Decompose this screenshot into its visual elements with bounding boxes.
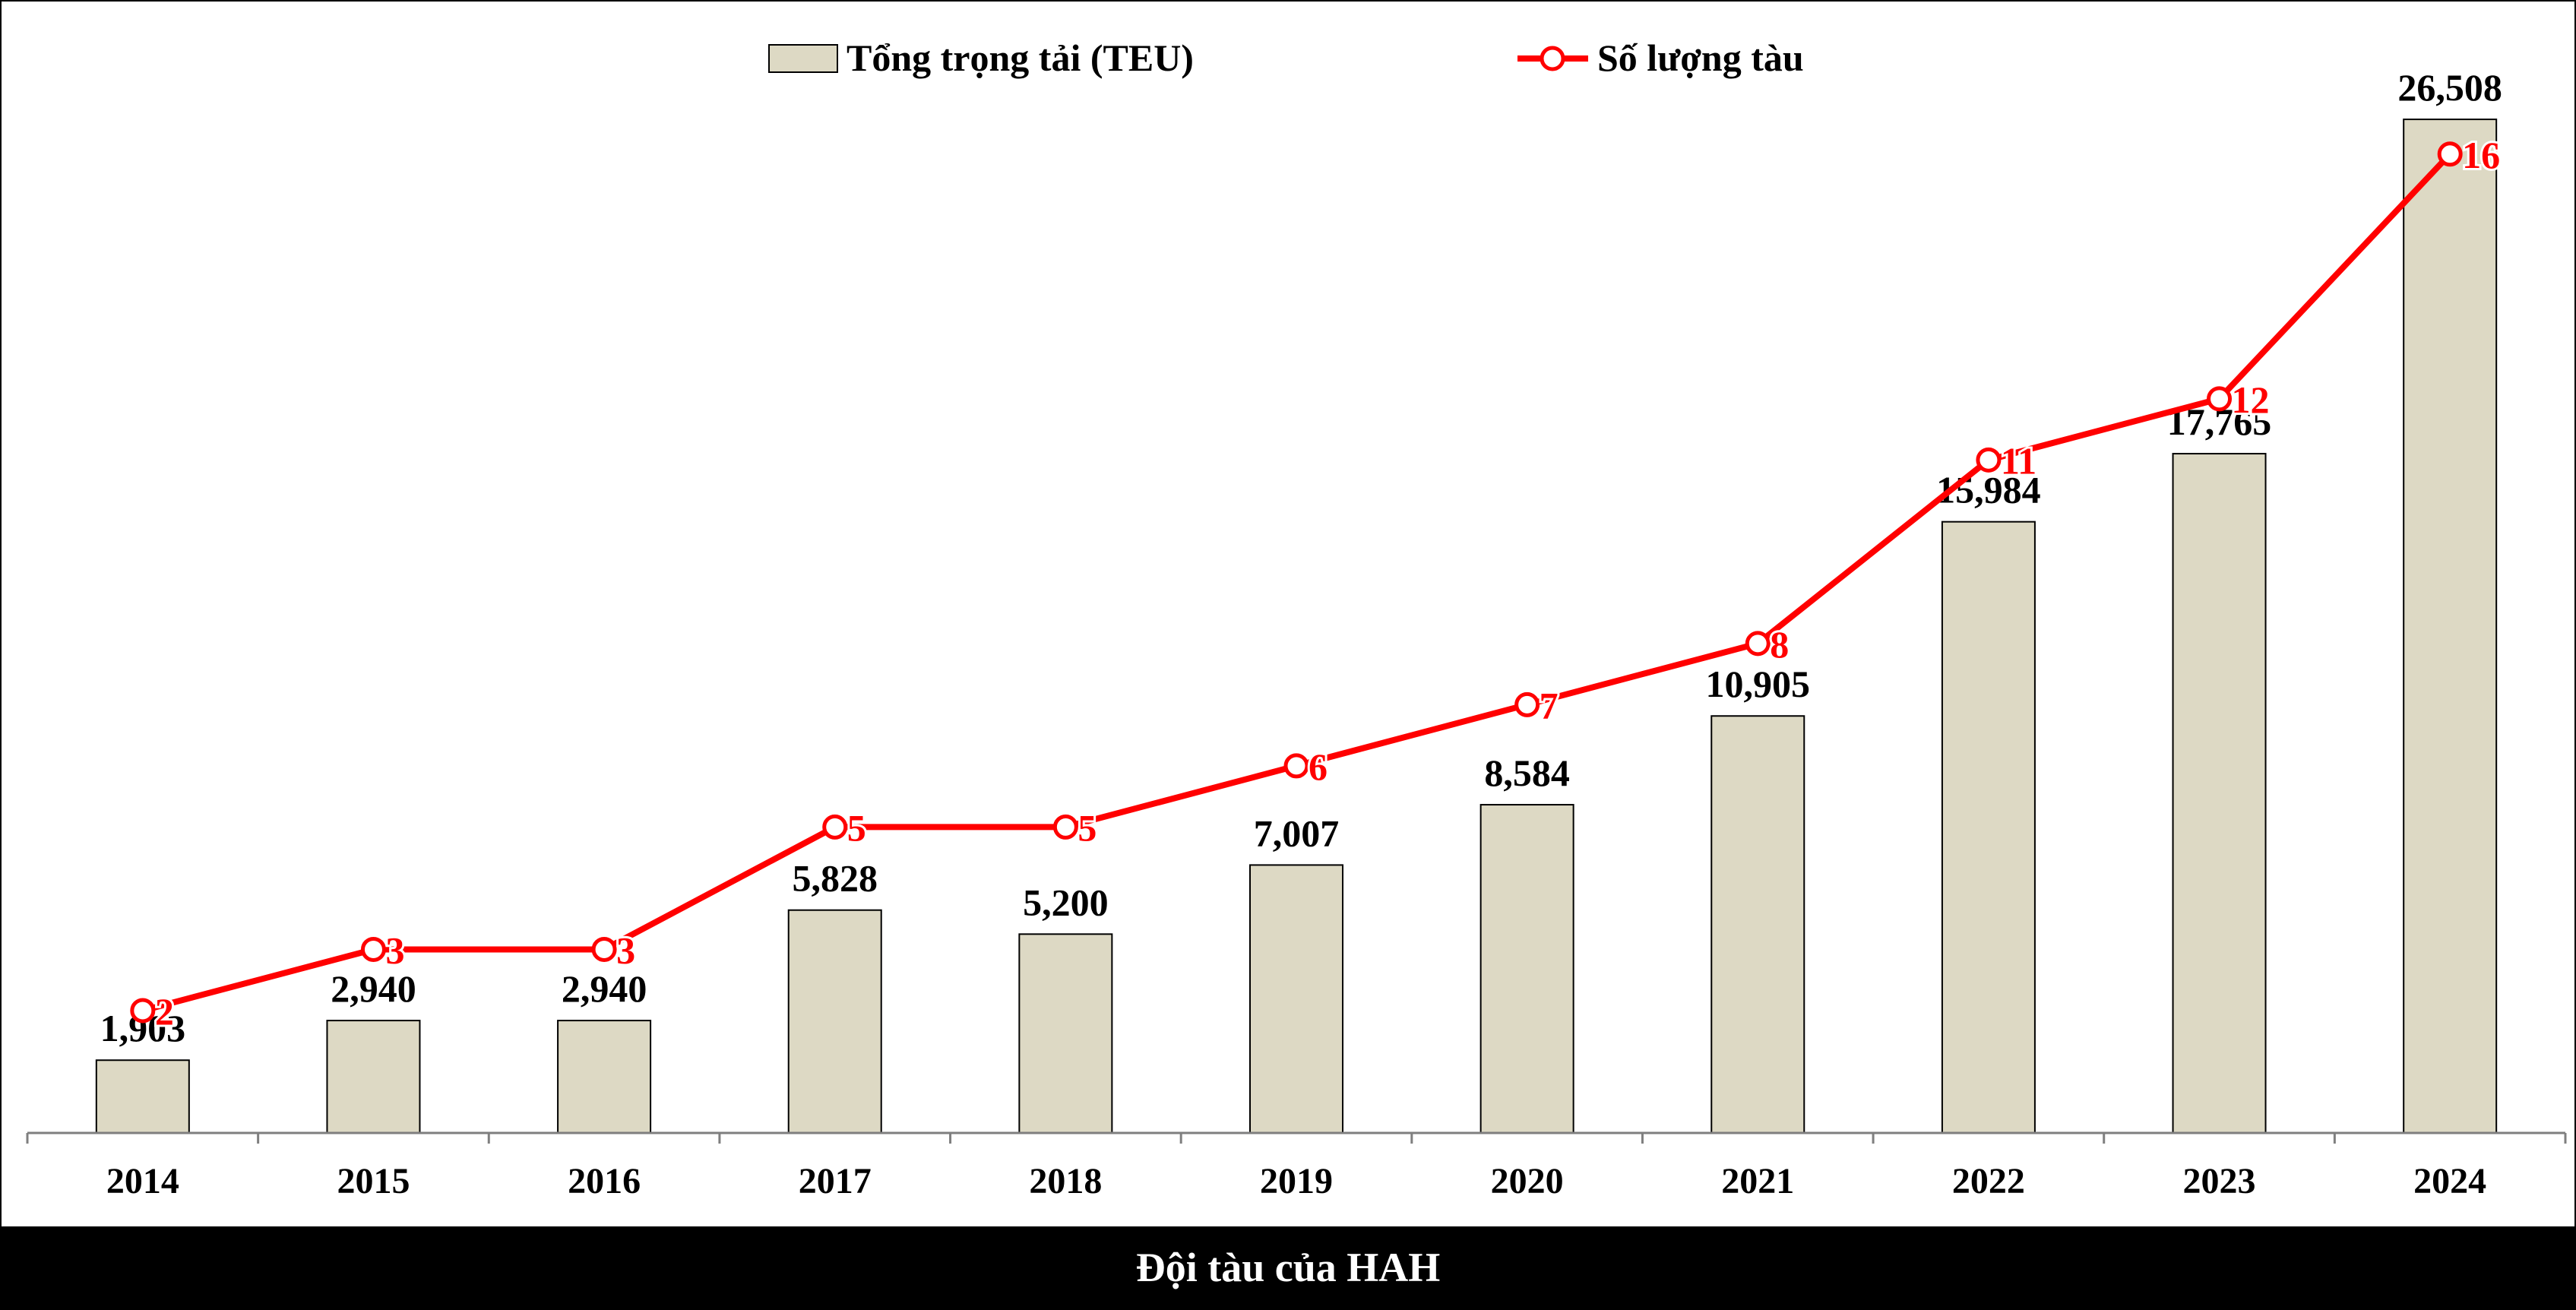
x-tick-label: 2016 bbox=[568, 1161, 641, 1201]
line-point bbox=[1745, 631, 1771, 657]
x-tick-label: 2014 bbox=[106, 1161, 179, 1201]
line-data-label: 11 bbox=[2001, 439, 2036, 482]
line-data-label: 16 bbox=[2462, 134, 2500, 176]
line-data-label: 3 bbox=[385, 929, 404, 971]
line-point bbox=[2437, 141, 2463, 167]
x-tick-label: 2024 bbox=[2413, 1161, 2486, 1201]
x-tick-label: 2020 bbox=[1491, 1161, 1564, 1201]
bar-data-label: 8,584 bbox=[1484, 752, 1570, 794]
x-tick-label: 2015 bbox=[337, 1161, 410, 1201]
bar bbox=[326, 1020, 421, 1134]
x-axis-ticks bbox=[26, 1133, 2567, 1144]
x-tick-label: 2018 bbox=[1029, 1161, 1102, 1201]
bar-data-label: 26,508 bbox=[2397, 66, 2502, 109]
bar bbox=[1479, 804, 1574, 1134]
legend-line-marker bbox=[1540, 46, 1565, 71]
bar bbox=[1249, 864, 1343, 1134]
chart-caption-bar: Đội tàu của HAH bbox=[2, 1226, 2574, 1308]
legend-bar-label: Tổng trọng tải (TEU) bbox=[847, 36, 1194, 79]
line-point bbox=[1052, 814, 1078, 840]
line-point bbox=[822, 814, 848, 840]
line-data-label: 6 bbox=[1309, 745, 1328, 788]
chart-plot: Tổng trọng tải (TEU) Số lượng tàu 2014 20… bbox=[26, 36, 2567, 1201]
bar bbox=[2172, 453, 2267, 1134]
x-tick-label: 2021 bbox=[1721, 1161, 1794, 1201]
legend-line-label: Số lượng tàu bbox=[1597, 36, 1804, 79]
bar-data-label: 2,940 bbox=[562, 967, 647, 1010]
line-point bbox=[360, 936, 386, 962]
line-data-label: 5 bbox=[847, 806, 866, 849]
line-series bbox=[130, 141, 2463, 1024]
bar bbox=[1710, 715, 1805, 1134]
line-data-label: 2 bbox=[155, 990, 174, 1033]
line-data-label: 12 bbox=[2232, 378, 2270, 421]
bar-series bbox=[95, 119, 2498, 1134]
line-data-label: 7 bbox=[1540, 684, 1559, 726]
bar-data-label: 5,828 bbox=[792, 857, 878, 900]
x-tick-label: 2017 bbox=[799, 1161, 872, 1201]
legend-bar-swatch bbox=[768, 44, 838, 73]
bar bbox=[95, 1059, 190, 1134]
line-point bbox=[2207, 386, 2233, 412]
bar-data-label: 5,200 bbox=[1023, 881, 1109, 923]
line-point bbox=[1514, 691, 1540, 717]
line-data-label: 8 bbox=[1770, 623, 1789, 666]
bar bbox=[2403, 119, 2498, 1134]
x-tick-label: 2019 bbox=[1260, 1161, 1333, 1201]
line-point bbox=[1283, 753, 1309, 779]
line-point bbox=[130, 998, 156, 1024]
bar bbox=[1941, 521, 2036, 1134]
x-tick-label: 2022 bbox=[1952, 1161, 2025, 1201]
line-data-labels: 2 3 3 5 5 6 7 8 11 12 16 bbox=[153, 131, 2502, 1035]
x-axis-labels: 2014 2015 2016 2017 2018 2019 2020 2021 2022 2023… bbox=[106, 1161, 2486, 1201]
bar bbox=[787, 909, 882, 1134]
line-point bbox=[1976, 447, 2002, 473]
line-point bbox=[591, 936, 617, 962]
x-tick-label: 2023 bbox=[2183, 1161, 2256, 1201]
bar-data-label: 10,905 bbox=[1706, 663, 1811, 705]
bar-data-label: 7,007 bbox=[1254, 812, 1340, 854]
line-data-label: 3 bbox=[616, 929, 635, 971]
bar bbox=[1018, 933, 1113, 1134]
chart-caption: Đội tàu của HAH bbox=[1135, 1245, 1441, 1290]
legend: Tổng trọng tải (TEU) Số lượng tàu bbox=[768, 36, 1804, 79]
bar-data-label: 2,940 bbox=[331, 967, 416, 1010]
line-data-label: 5 bbox=[1078, 806, 1097, 849]
bar bbox=[557, 1020, 652, 1134]
